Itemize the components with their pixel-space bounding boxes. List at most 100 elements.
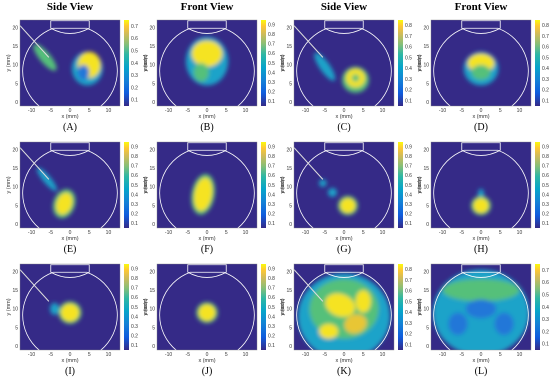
field [297, 273, 391, 350]
y-tick-label: 15 [423, 166, 429, 172]
lens [324, 20, 364, 34]
colorbar-tick-label: 0.2 [542, 329, 549, 335]
panel-label: (K) [337, 366, 351, 377]
y-axis-label: y (mm) [417, 54, 423, 71]
needle [20, 269, 50, 302]
y-tick-label: 5 [289, 325, 292, 331]
x-axis-label: x (mm) [198, 236, 215, 242]
colorbar-label: p/pmax [142, 55, 148, 72]
colorbar [535, 142, 540, 228]
panel-label: (H) [474, 244, 488, 255]
skull-outline [22, 271, 118, 350]
x-tick-label: -10 [28, 108, 35, 114]
x-tick-label: -10 [439, 230, 446, 236]
panel: -10 -5 0 5 10 0 5 10 15 20 x (mm) y (mm) 0.1 0.2 0.3 0.… [417, 141, 549, 255]
y-tick-label: 20 [149, 147, 155, 153]
field [314, 52, 369, 93]
field-blob [344, 314, 367, 334]
y-tick-label: 5 [152, 81, 155, 87]
colorbar-tick-label: 0.6 [405, 173, 412, 179]
colorbar [261, 20, 266, 106]
colorbar-tick-label: 0.3 [405, 77, 412, 83]
x-tick-label: -10 [439, 108, 446, 114]
skull-outline [159, 27, 255, 106]
outline [159, 20, 255, 106]
colorbar-tick-label: 0.5 [268, 61, 275, 67]
x-tick-label: -10 [165, 230, 172, 236]
field [319, 179, 358, 216]
colorbar-tick-label: 0.8 [405, 154, 412, 160]
x-tick-label: -10 [28, 352, 35, 358]
x-tick-label: 5 [362, 108, 365, 114]
x-tick-label: -10 [439, 352, 446, 358]
panel: -10 -5 0 5 10 0 5 10 15 20 x (mm) y (mm) 0.1 0.2 0.3 0.… [6, 263, 148, 377]
panel-label: (A) [63, 122, 77, 133]
y-tick-label: 10 [149, 307, 155, 313]
colorbar-tick-label: 0.5 [542, 183, 549, 189]
colorbar-label: p/pmax [416, 55, 422, 72]
lens [187, 264, 227, 278]
colorbar-tick-label: 0.6 [268, 295, 275, 301]
colorbar-tick-label: 0.6 [405, 45, 412, 51]
y-tick-label: 15 [12, 166, 18, 172]
field-blob [319, 179, 327, 187]
x-tick-label: 10 [106, 230, 112, 236]
colorbar-tick-label: 0.3 [542, 317, 549, 323]
y-tick-label: 15 [286, 288, 292, 294]
field-blob [442, 278, 520, 302]
x-tick-label: 5 [225, 108, 228, 114]
column-title: Front View [455, 1, 508, 13]
y-tick-label: 10 [423, 307, 429, 313]
colorbar-label: p/pmax [416, 299, 422, 316]
colorbar-tick-label: 0.2 [268, 333, 275, 339]
colorbar-tick-label: 0.2 [405, 211, 412, 217]
x-tick-label: -5 [186, 108, 191, 114]
y-tick-label: 0 [289, 222, 292, 228]
colorbar-tick-label: 0.8 [268, 32, 275, 38]
y-axis-label: y (mm) [417, 176, 423, 193]
colorbar-tick-label: 0.3 [268, 324, 275, 330]
x-tick-label: 0 [69, 352, 72, 358]
x-tick-label: 10 [106, 352, 112, 358]
outline [294, 20, 392, 106]
colorbar-tick-label: 0.1 [405, 342, 412, 348]
x-tick-label: -5 [49, 352, 54, 358]
field-blob [471, 64, 491, 80]
plot-frame [430, 19, 532, 107]
x-tick-label: 10 [517, 230, 523, 236]
y-axis-label: y (mm) [6, 54, 12, 71]
field-blob [193, 177, 213, 211]
x-axis-label: x (mm) [472, 358, 489, 364]
lens [324, 264, 364, 278]
panel-label: (D) [474, 122, 488, 133]
y-tick-label: 0 [289, 344, 292, 350]
x-axis-label: x (mm) [335, 236, 352, 242]
colorbar-tick-label: 0.8 [131, 154, 138, 160]
colorbar-tick-label: 0.1 [268, 99, 275, 105]
colorbar-tick-label: 0.7 [405, 278, 412, 284]
y-tick-label: 20 [149, 269, 155, 275]
lens [461, 142, 501, 156]
x-axis-label: x (mm) [198, 358, 215, 364]
colorbar-tick-label: 0.5 [268, 305, 275, 311]
lens [50, 20, 90, 34]
panel-label: (J) [202, 366, 213, 377]
panel: -10 -5 0 5 10 0 5 10 15 20 x (mm) y (mm) 0.1 0.2 0.3 0.… [143, 263, 285, 377]
y-axis-label: y (mm) [143, 176, 149, 193]
x-tick-label: -5 [49, 108, 54, 114]
x-tick-label: 5 [362, 230, 365, 236]
colorbar-tick-label: 0.5 [405, 55, 412, 61]
colorbar-tick-label: 0.4 [405, 192, 412, 198]
colorbar-label: p/pmax [416, 177, 422, 194]
y-tick-label: 15 [149, 166, 155, 172]
x-axis-label: x (mm) [472, 114, 489, 120]
panel: -10 -5 0 5 10 0 5 10 15 20 x (mm) y (mm) 0.1 0.2 0.3 0.… [280, 141, 422, 255]
colorbar-tick-label: 0.8 [268, 276, 275, 282]
field-blob [36, 167, 57, 192]
y-axis-label: y (mm) [143, 298, 149, 315]
colorbar-tick-label: 0.6 [131, 295, 138, 301]
field [50, 301, 82, 324]
colorbar-tick-label: 0.6 [268, 51, 275, 57]
y-tick-label: 20 [12, 147, 18, 153]
y-axis-label: y (mm) [6, 176, 12, 193]
